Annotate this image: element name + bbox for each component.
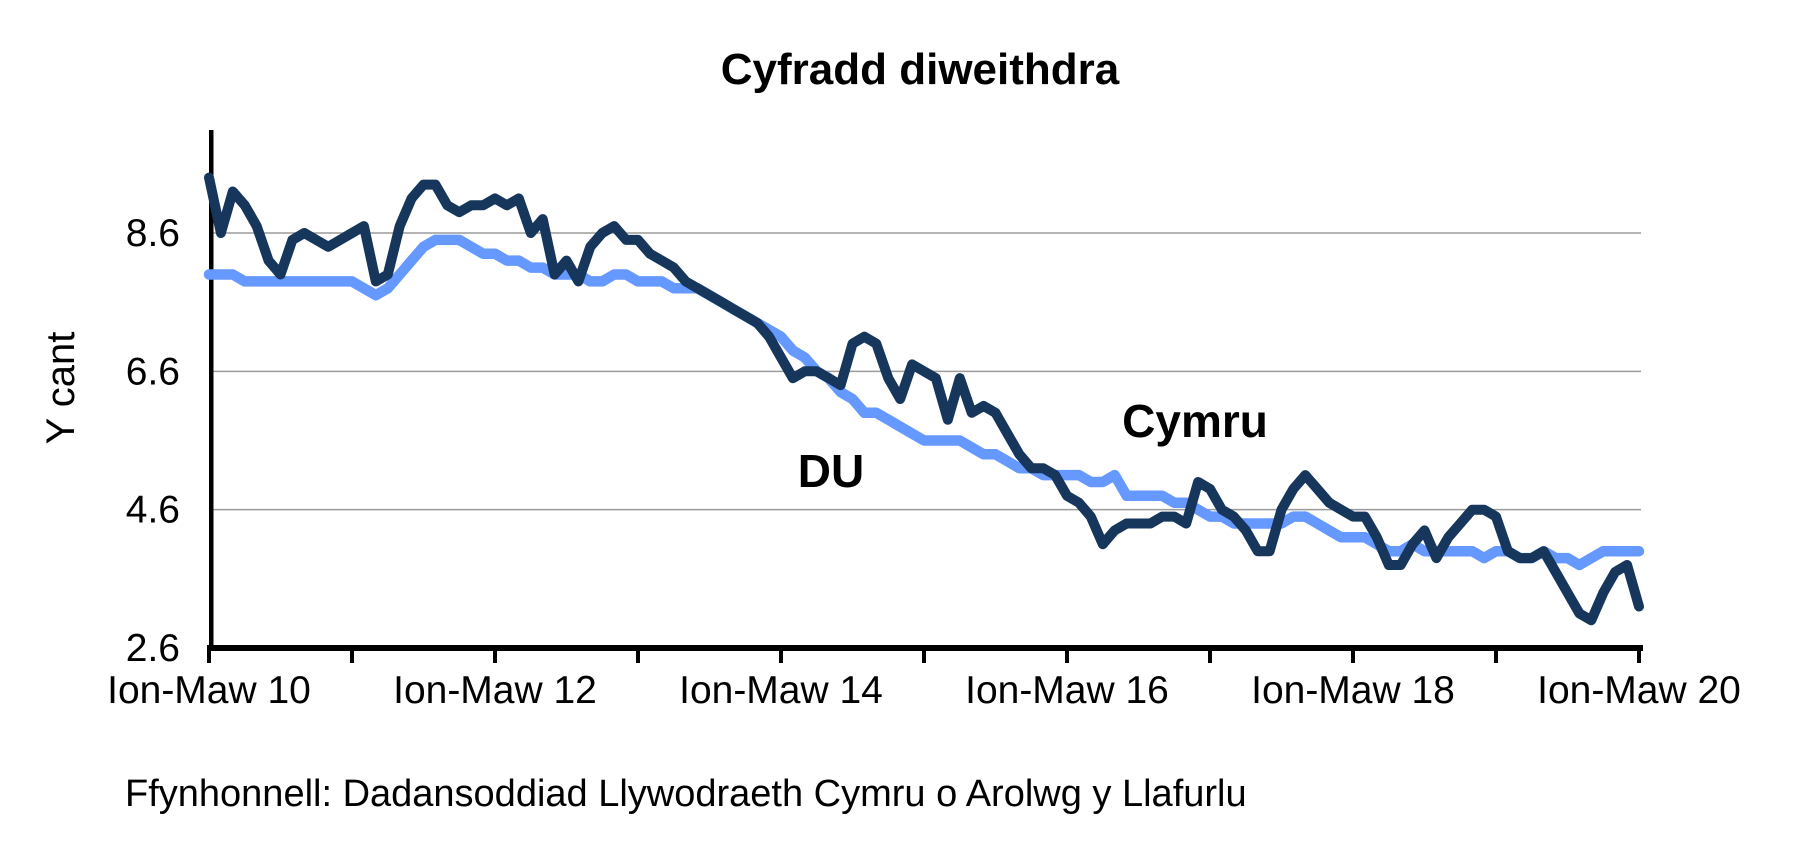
- cymru-series-line: [204, 172, 1644, 626]
- x-tick-label: Ion-Maw 14: [679, 669, 883, 712]
- y-tick-label-2.6: 2.6: [126, 627, 180, 670]
- x-axis-ticks: [207, 648, 1641, 663]
- y-axis-title: Y cant: [39, 332, 83, 445]
- x-tick: [1208, 648, 1212, 663]
- x-tick: [493, 648, 497, 663]
- du-series-line: [203, 234, 1645, 571]
- x-tick: [1351, 648, 1355, 663]
- x-tick-label: Ion-Maw 18: [1251, 669, 1455, 712]
- y-tick-label-8.6: 8.6: [126, 212, 180, 255]
- x-tick: [1637, 648, 1641, 663]
- x-tick-label: Ion-Maw 12: [393, 669, 597, 712]
- x-tick: [636, 648, 640, 663]
- y-tick-label-6.6: 6.6: [126, 350, 180, 393]
- cymru-series-label: Cymru: [1122, 395, 1268, 447]
- x-tick-label: Ion-Maw 16: [965, 669, 1169, 712]
- x-tick: [779, 648, 783, 663]
- chart-title: Cyfradd diweithdra: [721, 45, 1120, 94]
- x-tick: [1494, 648, 1498, 663]
- x-tick: [207, 648, 211, 663]
- du-series-label: DU: [798, 445, 864, 497]
- y-axis-tick-labels: 2.6 4.6 6.6 8.6: [126, 212, 180, 670]
- y-tick-label-4.6: 4.6: [126, 489, 180, 532]
- x-tick: [922, 648, 926, 663]
- source-note: Ffynhonnell: Dadansoddiad Llywodraeth Cy…: [125, 773, 1247, 815]
- x-axis-tick-labels: Ion-Maw 10 Ion-Maw 12 Ion-Maw 14 Ion-Maw 16…: [107, 669, 1741, 712]
- y-axis-line: [209, 130, 214, 650]
- x-tick-label: Ion-Maw 10: [107, 669, 311, 712]
- x-tick-label: Ion-Maw 20: [1537, 669, 1741, 712]
- x-tick: [1065, 648, 1069, 663]
- x-tick: [350, 648, 354, 663]
